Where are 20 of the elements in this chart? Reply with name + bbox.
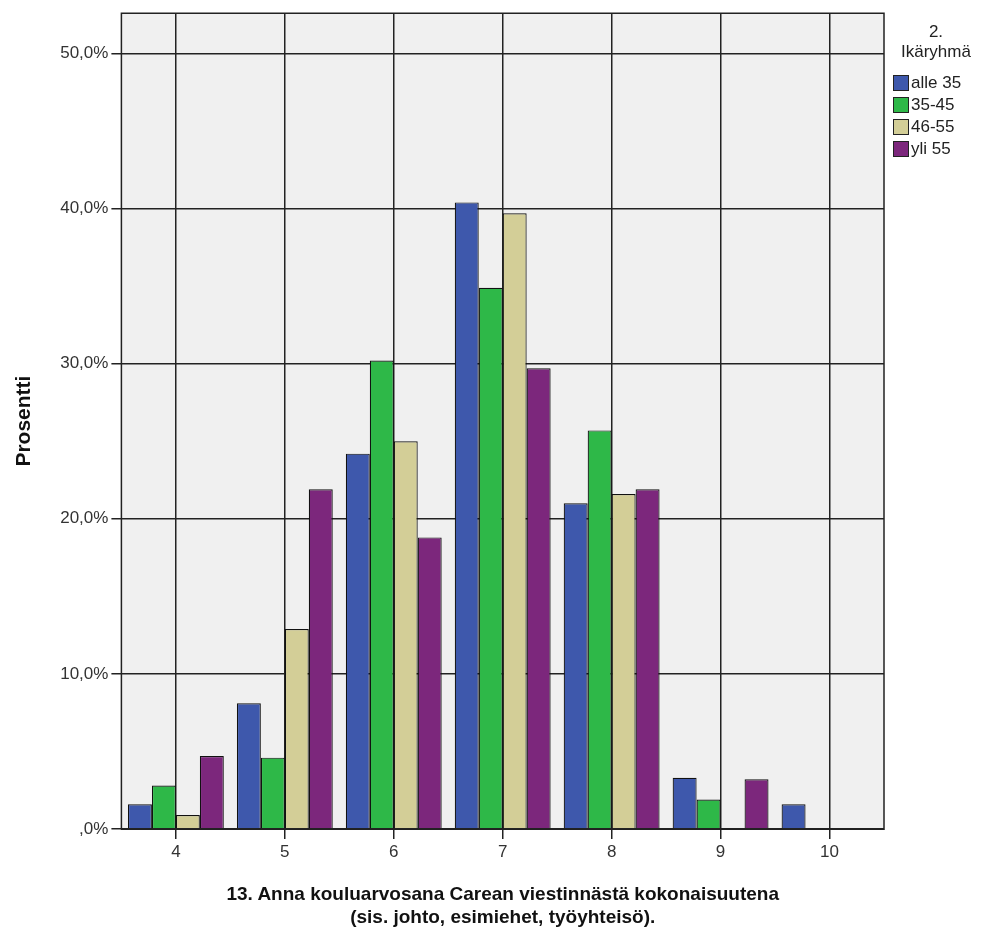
x-tick-label: 6 xyxy=(389,841,399,861)
y-tick-label: 40,0% xyxy=(60,198,109,218)
y-tick-label: 50,0% xyxy=(60,43,109,63)
x-axis-title: 13. Anna kouluarvosana Carean viestinnästä kokonaisuutena (sis. johto, esimiehet, työyhteisö). xyxy=(226,883,780,927)
y-tick-label: 30,0% xyxy=(60,353,109,373)
x-tick-label: 10 xyxy=(820,841,839,861)
x-tick-label: 7 xyxy=(497,841,508,861)
legend-title: 2. Ikäryhmä xyxy=(900,22,972,62)
legend-label: alle 35 xyxy=(911,73,962,93)
x-tick-label: 8 xyxy=(606,841,617,861)
y-tick-label: 10,0% xyxy=(60,663,109,683)
y-tick-label: 20,0% xyxy=(60,508,109,528)
y-axis-title: Prosentti xyxy=(11,375,35,467)
y-tick-label: ,0% xyxy=(79,818,109,838)
x-tick-label: 4 xyxy=(171,841,181,861)
legend-label: 35-45 xyxy=(911,95,955,115)
x-tick-label: 9 xyxy=(715,841,726,861)
legend-label: 46-55 xyxy=(911,117,955,137)
x-tick-label: 5 xyxy=(280,841,290,861)
legend-label: yli 55 xyxy=(911,139,951,159)
